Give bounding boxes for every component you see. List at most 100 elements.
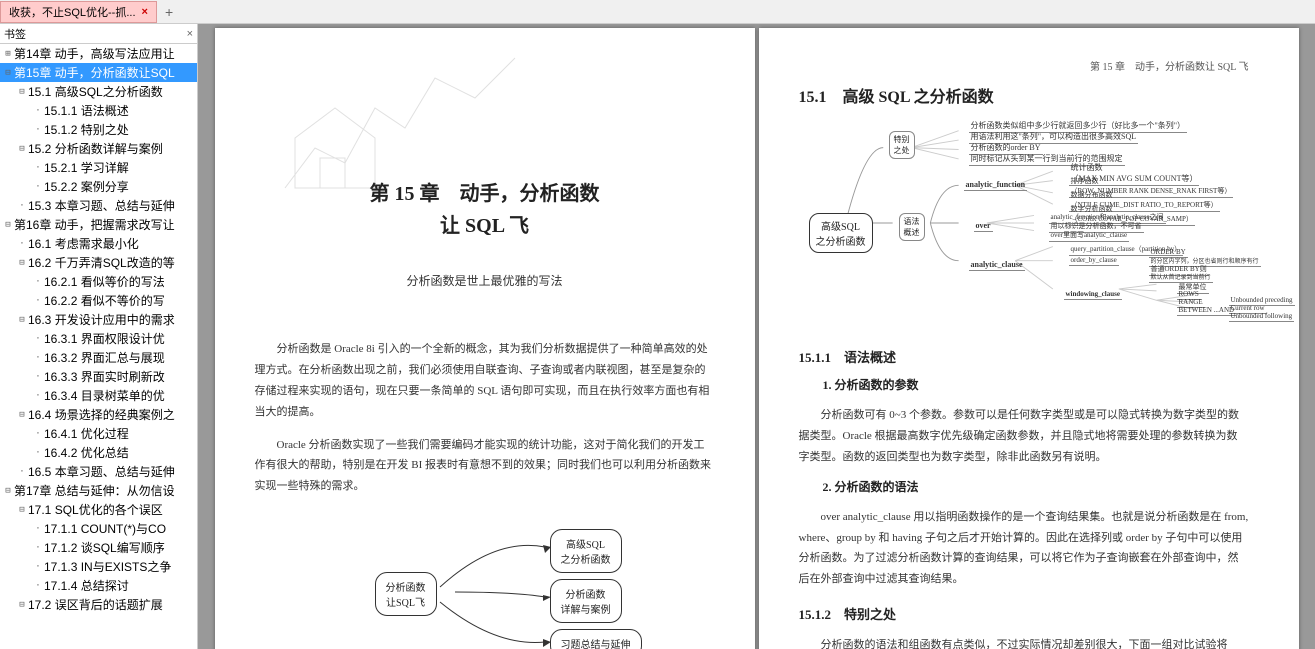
tree-twisty-icon[interactable]: ⊟ bbox=[16, 315, 28, 325]
bookmarks-sidebar: 书签 × ⊞第14章 动手，高级写法应用让⊟第15章 动手，分析函数让SQL⊟1… bbox=[0, 24, 198, 649]
bookmark-item[interactable]: ·16.2.2 看似不等价的写 bbox=[0, 291, 197, 310]
bookmark-item[interactable]: ·16.3.3 界面实时刷新改 bbox=[0, 367, 197, 386]
bookmark-item[interactable]: ·16.1 考虑需求最小化 bbox=[0, 234, 197, 253]
tree-twisty-icon[interactable]: ⊟ bbox=[16, 600, 28, 610]
bookmark-label: 第16章 动手，把握需求改写让 bbox=[14, 216, 175, 233]
mm-node: 特别 之处 bbox=[889, 131, 915, 159]
sidebar-close-icon[interactable]: × bbox=[187, 28, 193, 40]
tree-twisty-icon[interactable]: · bbox=[32, 125, 44, 135]
tree-twisty-icon[interactable]: · bbox=[16, 467, 28, 477]
tree-twisty-icon[interactable]: · bbox=[16, 201, 28, 211]
sidebar-header: 书签 × bbox=[0, 24, 197, 44]
tree-twisty-icon[interactable]: ⊞ bbox=[2, 49, 14, 59]
tree-twisty-icon[interactable]: · bbox=[32, 334, 44, 344]
sidebar-title: 书签 bbox=[4, 26, 26, 42]
flow-node: 高级SQL 之分析函数 bbox=[550, 529, 622, 573]
bookmark-item[interactable]: ·17.1.2 谈SQL编写顺序 bbox=[0, 538, 197, 557]
tree-twisty-icon[interactable]: · bbox=[32, 524, 44, 534]
subsection-title: 15.1.1 语法概述 bbox=[799, 347, 1249, 366]
page-left: 第 15 章 动手，分析函数让 SQL 飞 分析函数是世上最优雅的写法 分析函数… bbox=[215, 28, 755, 649]
bookmark-item[interactable]: ⊟第16章 动手，把握需求改写让 bbox=[0, 215, 197, 234]
bookmark-item[interactable]: ·16.4.2 优化总结 bbox=[0, 443, 197, 462]
background-sketch bbox=[275, 48, 535, 198]
bookmark-item[interactable]: ·17.1.3 IN与EXISTS之争 bbox=[0, 557, 197, 576]
bookmark-item[interactable]: ⊟16.2 千万弄清SQL改造的等 bbox=[0, 253, 197, 272]
bookmark-item[interactable]: ·16.5 本章习题、总结与延伸 bbox=[0, 462, 197, 481]
paragraph: 分析函数的语法和组函数有点类似，不过实际情况却差别很大，下面一组对比试验将 bbox=[799, 635, 1249, 649]
tab-close-icon[interactable]: × bbox=[142, 6, 148, 18]
bookmark-label: 17.1.2 谈SQL编写顺序 bbox=[44, 539, 165, 556]
mm-leaf: order_by_clause bbox=[1069, 255, 1119, 266]
tree-twisty-icon[interactable]: · bbox=[32, 581, 44, 591]
flow-center: 分析函数 让SQL飞 bbox=[375, 572, 437, 616]
para-title: 1. 分析函数的参数 bbox=[799, 376, 1249, 393]
mm-root: 高级SQL 之分析函数 bbox=[809, 213, 873, 253]
document-viewport[interactable]: 第 15 章 动手，分析函数让 SQL 飞 分析函数是世上最优雅的写法 分析函数… bbox=[198, 24, 1315, 649]
bookmark-label: 15.1.1 语法概述 bbox=[44, 102, 129, 119]
flow-node: 分析函数 详解与案例 bbox=[550, 579, 622, 623]
bookmark-item[interactable]: ·15.1.2 特别之处 bbox=[0, 120, 197, 139]
tree-twisty-icon[interactable]: · bbox=[32, 296, 44, 306]
bookmark-tree: ⊞第14章 动手，高级写法应用让⊟第15章 动手，分析函数让SQL⊟15.1 高… bbox=[0, 44, 197, 649]
tree-twisty-icon[interactable]: · bbox=[32, 372, 44, 382]
tree-twisty-icon[interactable]: · bbox=[32, 391, 44, 401]
tree-twisty-icon[interactable]: ⊟ bbox=[16, 258, 28, 268]
bookmark-item[interactable]: ⊟17.1 SQL优化的各个误区 bbox=[0, 500, 197, 519]
bookmark-item[interactable]: ·16.2.1 看似等价的写法 bbox=[0, 272, 197, 291]
bookmark-item[interactable]: ·15.2.2 案例分享 bbox=[0, 177, 197, 196]
tab-bar: 收获，不止SQL优化--抓... × + bbox=[0, 0, 1315, 24]
bookmark-label: 15.1 高级SQL之分析函数 bbox=[28, 83, 163, 100]
flow-diagram: 分析函数 让SQL飞 高级SQL 之分析函数 分析函数 详解与案例 习题总结与延… bbox=[255, 517, 715, 649]
bookmark-label: 17.1.3 IN与EXISTS之争 bbox=[44, 558, 171, 575]
tree-twisty-icon[interactable]: · bbox=[32, 448, 44, 458]
bookmark-item[interactable]: ·16.3.2 界面汇总与展现 bbox=[0, 348, 197, 367]
bookmark-item[interactable]: ·16.3.4 目录树菜单的优 bbox=[0, 386, 197, 405]
bookmark-item[interactable]: ⊟17.2 误区背后的话题扩展 bbox=[0, 595, 197, 614]
bookmark-item[interactable]: ·15.1.1 语法概述 bbox=[0, 101, 197, 120]
bookmark-label: 16.3.3 界面实时刷新改 bbox=[44, 368, 165, 385]
bookmark-item[interactable]: ·17.1.4 总结探讨 bbox=[0, 576, 197, 595]
tree-twisty-icon[interactable]: ⊟ bbox=[16, 410, 28, 420]
new-tab-button[interactable]: + bbox=[157, 2, 181, 22]
bookmark-item[interactable]: ⊟第17章 总结与延伸：从勿信设 bbox=[0, 481, 197, 500]
bookmark-item[interactable]: ·16.4.1 优化过程 bbox=[0, 424, 197, 443]
bookmark-item[interactable]: ·17.1.1 COUNT(*)与CO bbox=[0, 519, 197, 538]
tree-twisty-icon[interactable]: ⊟ bbox=[16, 87, 28, 97]
tree-twisty-icon[interactable]: · bbox=[32, 163, 44, 173]
document-tab[interactable]: 收获，不止SQL优化--抓... × bbox=[0, 1, 157, 23]
mm-node: windowing_clause bbox=[1064, 289, 1122, 300]
bookmark-item[interactable]: ⊟15.2 分析函数详解与案例 bbox=[0, 139, 197, 158]
bookmark-label: 第15章 动手，分析函数让SQL bbox=[14, 64, 175, 81]
bookmark-item[interactable]: ⊟16.4 场景选择的经典案例之 bbox=[0, 405, 197, 424]
bookmark-label: 第17章 总结与延伸：从勿信设 bbox=[14, 482, 175, 499]
bookmark-label: 15.3 本章习题、总结与延伸 bbox=[28, 197, 175, 214]
bookmark-item[interactable]: ·15.3 本章习题、总结与延伸 bbox=[0, 196, 197, 215]
bookmark-label: 16.5 本章习题、总结与延伸 bbox=[28, 463, 175, 480]
tree-twisty-icon[interactable]: ⊟ bbox=[16, 505, 28, 515]
tree-twisty-icon[interactable]: ⊟ bbox=[2, 68, 14, 78]
tree-twisty-icon[interactable]: · bbox=[32, 106, 44, 116]
page-running-header: 第 15 章 动手，分析函数让 SQL 飞 bbox=[799, 58, 1249, 73]
bookmark-item[interactable]: ⊟15.1 高级SQL之分析函数 bbox=[0, 82, 197, 101]
tree-twisty-icon[interactable]: ⊟ bbox=[2, 486, 14, 496]
tree-twisty-icon[interactable]: · bbox=[32, 277, 44, 287]
bookmark-label: 第14章 动手，高级写法应用让 bbox=[14, 45, 175, 62]
bookmark-item[interactable]: ⊞第14章 动手，高级写法应用让 bbox=[0, 44, 197, 63]
bookmark-item[interactable]: ⊟第15章 动手，分析函数让SQL bbox=[0, 63, 197, 82]
tree-twisty-icon[interactable]: · bbox=[32, 543, 44, 553]
bookmark-item[interactable]: ·15.2.1 学习详解 bbox=[0, 158, 197, 177]
tree-twisty-icon[interactable]: ⊟ bbox=[2, 220, 14, 230]
tree-twisty-icon[interactable]: · bbox=[32, 353, 44, 363]
bookmark-label: 16.2 千万弄清SQL改造的等 bbox=[28, 254, 175, 271]
tree-twisty-icon[interactable]: ⊟ bbox=[16, 144, 28, 154]
mindmap-diagram: 高级SQL 之分析函数 特别 之处 分析函数类似组中多少行就返回多少行（好比多一… bbox=[789, 113, 1279, 333]
paragraph: Oracle 分析函数实现了一些我们需要编码才能实现的统计功能，这对于简化我们的… bbox=[255, 435, 715, 498]
tree-twisty-icon[interactable]: · bbox=[16, 239, 28, 249]
tree-twisty-icon[interactable]: · bbox=[32, 182, 44, 192]
subsection-title: 15.1.2 特别之处 bbox=[799, 604, 1249, 623]
bookmark-item[interactable]: ⊟16.3 开发设计应用中的需求 bbox=[0, 310, 197, 329]
bookmark-item[interactable]: ·16.3.1 界面权限设计优 bbox=[0, 329, 197, 348]
tree-twisty-icon[interactable]: · bbox=[32, 562, 44, 572]
tree-twisty-icon[interactable]: · bbox=[32, 429, 44, 439]
bookmark-label: 15.2.2 案例分享 bbox=[44, 178, 129, 195]
